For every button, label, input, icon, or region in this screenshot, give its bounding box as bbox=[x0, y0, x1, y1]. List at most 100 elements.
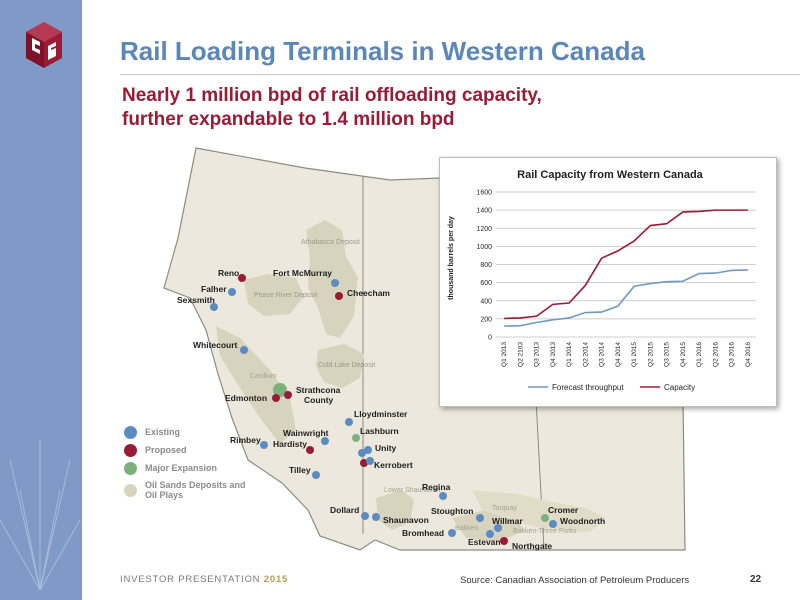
terminal-wainwright bbox=[321, 437, 329, 445]
label-wainwright: Wainwright bbox=[283, 428, 329, 438]
label-cheecham: Cheecham bbox=[347, 288, 390, 298]
x-tick-label: Q2 2014 bbox=[582, 342, 589, 367]
label-lashburn: Lashburn bbox=[360, 426, 399, 436]
label-whitecourt: Whitecourt bbox=[193, 340, 238, 350]
label-kerrobert: Kerrobert bbox=[374, 460, 413, 470]
legend-item-proposed: Proposed bbox=[124, 442, 274, 458]
terminal-fort-mcmurray bbox=[331, 279, 339, 287]
cold-lake-label: Cold Lake Deposit bbox=[318, 362, 375, 369]
y-tick-label: 1400 bbox=[476, 208, 492, 215]
y-axis-label: thousand barrels per day bbox=[448, 216, 455, 300]
label-hardisty: Hardisty bbox=[273, 439, 307, 449]
terminal-unity-2 bbox=[358, 449, 366, 457]
terminal-edmonton bbox=[272, 394, 280, 402]
label-cromer: Cromer bbox=[548, 505, 579, 515]
y-tick-label: 800 bbox=[480, 262, 492, 269]
subtitle-line-1: Nearly 1 million bpd of rail offloading … bbox=[122, 85, 542, 106]
terminal-strathcona-expansion bbox=[273, 383, 287, 397]
x-tick-label: Q4 2016 bbox=[745, 342, 752, 367]
source-note: Source: Canadian Association of Petroleu… bbox=[460, 575, 690, 586]
label-edmonton: Edmonton bbox=[225, 393, 267, 403]
label-fort-mcmurray: Fort McMurray bbox=[273, 268, 332, 278]
label-woodnorth: Woodnorth bbox=[560, 516, 605, 526]
x-tick-label: Q1 2013 bbox=[501, 342, 508, 367]
legend-label-major-expansion: Major Expansion bbox=[145, 463, 218, 473]
terminal-lloydminster bbox=[345, 418, 353, 426]
page-title: Rail Loading Terminals in Western Canada bbox=[120, 36, 645, 66]
label-estevan: Estevan bbox=[468, 537, 501, 547]
chart-panel: Rail Capacity from Western Canada thousa… bbox=[439, 157, 777, 407]
company-logo bbox=[26, 22, 62, 68]
athabasca-deposit bbox=[306, 220, 358, 338]
series-line-capacity bbox=[504, 209, 748, 320]
cardium-play bbox=[216, 326, 296, 444]
x-tick-label: Q2 2016 bbox=[712, 342, 719, 367]
x-tick-label: Q1 2015 bbox=[631, 342, 638, 367]
terminal-hardisty bbox=[306, 446, 314, 454]
bakken-three-forks-label: Bakken-Three Forks bbox=[513, 528, 577, 535]
terminal-whitecourt bbox=[240, 346, 248, 354]
x-tick-label: Q1 2014 bbox=[566, 342, 573, 367]
chart-title: Rail Capacity from Western Canada bbox=[517, 169, 704, 181]
y-tick-label: 200 bbox=[480, 316, 492, 323]
x-tick-labels: Q1 2013 Q2 2103 Q3 2013 Q4 2013 Q1 2014 Q2 20… bbox=[501, 342, 752, 367]
terminal-cromer bbox=[541, 514, 549, 522]
x-tick-label: Q3 2016 bbox=[729, 342, 736, 367]
legend-swatch-major-expansion bbox=[124, 461, 137, 475]
legend-item-existing: Existing bbox=[124, 424, 274, 440]
x-tick-label: Q1 2016 bbox=[696, 342, 703, 367]
terminal-shaunavon bbox=[372, 513, 380, 521]
terminal-estevan bbox=[486, 530, 494, 538]
footer-year: 2015 bbox=[263, 574, 289, 585]
title-divider bbox=[120, 74, 800, 75]
terminal-sexsmith bbox=[210, 303, 218, 311]
x-tick-label: Q4 2015 bbox=[680, 342, 687, 367]
legend-item-major-expansion: Major Expansion bbox=[124, 460, 274, 476]
terminal-kerrobert-2 bbox=[366, 457, 374, 465]
x-tick-label: Q3 2014 bbox=[599, 342, 606, 367]
x-tick-label: Q3 2013 bbox=[534, 342, 541, 367]
label-falher: Falher bbox=[201, 284, 227, 294]
torquay-play bbox=[472, 490, 606, 532]
label-reno: Reno bbox=[218, 268, 239, 278]
legend-label: Forecast throughput bbox=[552, 383, 624, 392]
footer-label: INVESTOR PRESENTATION bbox=[120, 574, 261, 585]
cardium-label: Cardium bbox=[250, 373, 277, 380]
rail-capacity-chart: Rail Capacity from Western Canada thousa… bbox=[448, 169, 756, 392]
terminal-willmar bbox=[494, 524, 502, 532]
shaunavon-play bbox=[376, 490, 414, 530]
terminal-dollard bbox=[361, 512, 369, 520]
x-tick-label: Q2 2015 bbox=[647, 342, 654, 367]
x-tick-label: Q2 2103 bbox=[517, 342, 524, 367]
terminal-reno bbox=[238, 274, 246, 282]
terminal-bromhead bbox=[448, 529, 456, 537]
label-rimbey: Rimbey bbox=[230, 435, 261, 445]
page-subtitle: Nearly 1 million bpd of rail offloading … bbox=[122, 84, 542, 132]
label-bromhead: Bromhead bbox=[402, 528, 444, 538]
legend-item-oil-sands: Oil Sands Deposits and Oil Plays bbox=[124, 478, 274, 502]
legend-label-oil-sands: Oil Sands Deposits and Oil Plays bbox=[145, 480, 246, 500]
terminal-rimbey bbox=[260, 441, 268, 449]
legend-label-existing: Existing bbox=[145, 427, 181, 437]
series-line-forecast-throughput bbox=[504, 269, 748, 327]
label-strathcona-county: County bbox=[304, 395, 334, 405]
footer-presentation: INVESTOR PRESENTATION 2015 bbox=[120, 574, 288, 585]
terminal-lashburn bbox=[352, 434, 360, 442]
chart-legend: Forecast throughput Capacity bbox=[528, 383, 695, 392]
legend-label-proposed: Proposed bbox=[145, 445, 187, 455]
sidebar bbox=[0, 0, 82, 600]
legend-label: Capacity bbox=[664, 383, 695, 392]
terminal-stoughton bbox=[476, 514, 484, 522]
y-tick-label: 600 bbox=[480, 280, 492, 287]
legend-swatch-existing bbox=[124, 425, 137, 439]
chart-gridlines bbox=[496, 191, 756, 338]
subtitle-line-2: further expandable to 1.4 million bpd bbox=[122, 109, 455, 130]
bakken-label: Bakken bbox=[455, 525, 478, 532]
y-tick-labels: 0 200 400 600 800 1000 1200 1400 1600 bbox=[476, 190, 492, 342]
terminal-tilley bbox=[312, 471, 320, 479]
lower-shaunavon-label: Lower Shaunavon bbox=[384, 487, 441, 494]
label-dollard: Dollard bbox=[330, 505, 359, 515]
terminal-cheecham bbox=[335, 292, 343, 300]
page-number: 22 bbox=[750, 574, 762, 585]
label-northgate: Northgate bbox=[512, 541, 552, 551]
